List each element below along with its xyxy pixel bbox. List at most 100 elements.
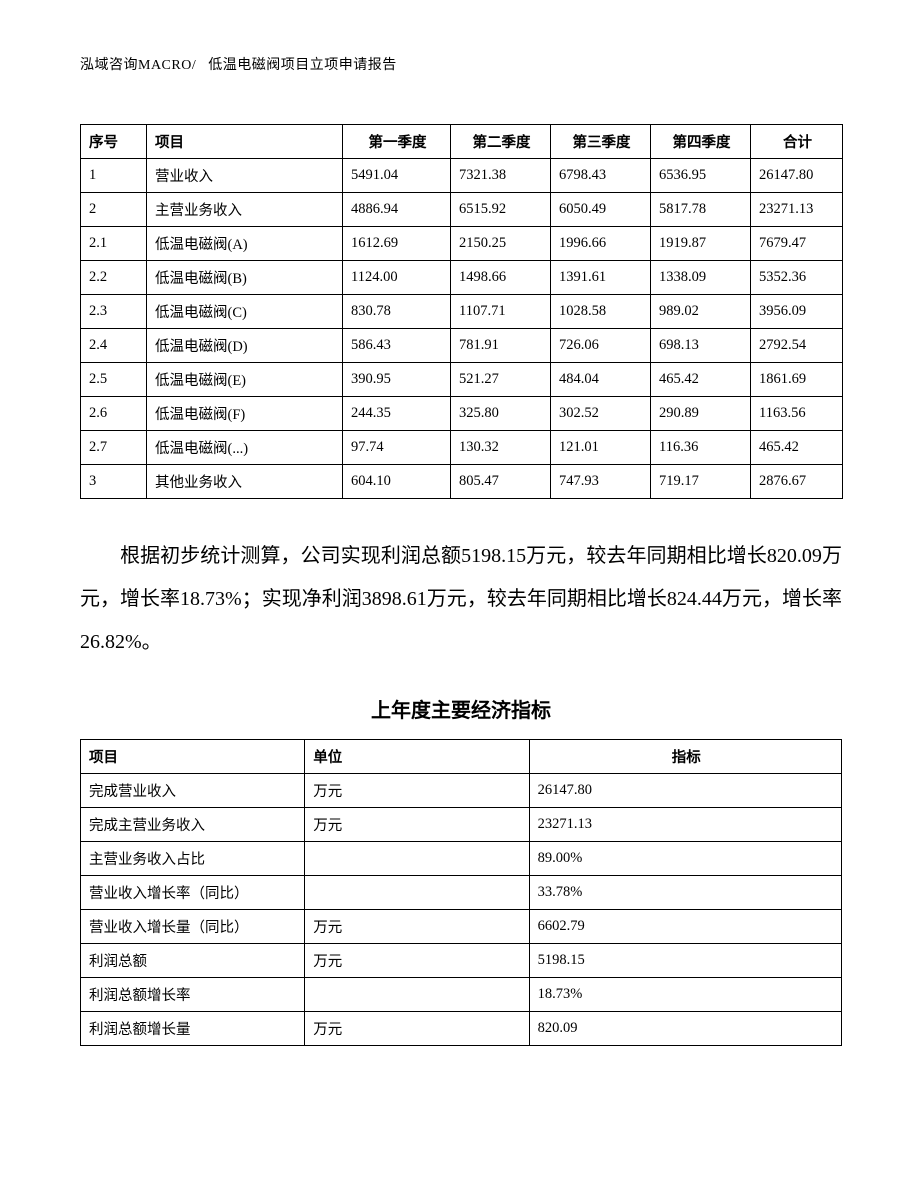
- table-cell: 营业收入增长量（同比）: [81, 910, 305, 944]
- table-cell: 完成营业收入: [81, 774, 305, 808]
- table-cell: 低温电磁阀(B): [147, 261, 343, 295]
- table-cell: 698.13: [651, 329, 751, 363]
- table-cell: 97.74: [343, 431, 451, 465]
- table-cell: 747.93: [551, 465, 651, 499]
- table-cell: 1391.61: [551, 261, 651, 295]
- table-cell: 586.43: [343, 329, 451, 363]
- table-cell: 4886.94: [343, 193, 451, 227]
- table-cell: 6798.43: [551, 159, 651, 193]
- table-cell: 3956.09: [751, 295, 843, 329]
- table-row: 完成营业收入万元26147.80: [81, 774, 842, 808]
- table-cell: 主营业务收入占比: [81, 842, 305, 876]
- table-row: 营业收入增长量（同比）万元6602.79: [81, 910, 842, 944]
- table-row: 1营业收入5491.047321.386798.436536.9526147.8…: [81, 159, 843, 193]
- table-cell: 万元: [305, 1012, 529, 1046]
- table-cell: 484.04: [551, 363, 651, 397]
- table-cell: 1612.69: [343, 227, 451, 261]
- table-cell: 万元: [305, 910, 529, 944]
- table-cell: 33.78%: [529, 876, 841, 910]
- col-item: 项目: [147, 125, 343, 159]
- table-row: 营业收入增长率（同比）33.78%: [81, 876, 842, 910]
- table-cell: 465.42: [751, 431, 843, 465]
- table-cell: 6602.79: [529, 910, 841, 944]
- table-cell: 521.27: [451, 363, 551, 397]
- summary-paragraph: 根据初步统计测算，公司实现利润总额5198.15万元，较去年同期相比增长820.…: [80, 535, 842, 664]
- table-row: 完成主营业务收入万元23271.13: [81, 808, 842, 842]
- table-cell: 390.95: [343, 363, 451, 397]
- table-cell: 18.73%: [529, 978, 841, 1012]
- table-cell: 1919.87: [651, 227, 751, 261]
- table-cell: 1124.00: [343, 261, 451, 295]
- table-cell: 1107.71: [451, 295, 551, 329]
- table-cell: 465.42: [651, 363, 751, 397]
- table-cell: 2.2: [81, 261, 147, 295]
- table-cell: 利润总额: [81, 944, 305, 978]
- table-cell: 23271.13: [751, 193, 843, 227]
- table-row: 利润总额万元5198.15: [81, 944, 842, 978]
- table-cell: 6050.49: [551, 193, 651, 227]
- col-q2: 第二季度: [451, 125, 551, 159]
- table-cell: 1163.56: [751, 397, 843, 431]
- table-cell: 利润总额增长率: [81, 978, 305, 1012]
- table-cell: 低温电磁阀(D): [147, 329, 343, 363]
- table-cell: 89.00%: [529, 842, 841, 876]
- table-cell: 1498.66: [451, 261, 551, 295]
- table-cell: [305, 842, 529, 876]
- table-cell: 830.78: [343, 295, 451, 329]
- header-org: 泓域咨询MACRO/: [80, 58, 196, 73]
- table-cell: 3: [81, 465, 147, 499]
- table-cell: [305, 876, 529, 910]
- table-cell: 302.52: [551, 397, 651, 431]
- table-cell: 2.6: [81, 397, 147, 431]
- table-cell: 2.1: [81, 227, 147, 261]
- table-cell: 989.02: [651, 295, 751, 329]
- col-q4: 第四季度: [651, 125, 751, 159]
- table-row: 2.4低温电磁阀(D)586.43781.91726.06698.132792.…: [81, 329, 843, 363]
- table-cell: 23271.13: [529, 808, 841, 842]
- table-cell: 5352.36: [751, 261, 843, 295]
- table-cell: 290.89: [651, 397, 751, 431]
- table-cell: 2876.67: [751, 465, 843, 499]
- table-cell: 726.06: [551, 329, 651, 363]
- table-row: 2.1低温电磁阀(A)1612.692150.251996.661919.877…: [81, 227, 843, 261]
- table-cell: 2: [81, 193, 147, 227]
- table-cell: 26147.80: [529, 774, 841, 808]
- table-cell: 万元: [305, 944, 529, 978]
- table2-title: 上年度主要经济指标: [80, 694, 842, 723]
- table-cell: 325.80: [451, 397, 551, 431]
- col-item: 项目: [81, 740, 305, 774]
- document-page: 泓域咨询MACRO/ 低温电磁阀项目立项申请报告 序号 项目 第一季度 第二季度…: [0, 0, 920, 1191]
- table-cell: 主营业务收入: [147, 193, 343, 227]
- table-cell: 5817.78: [651, 193, 751, 227]
- col-total: 合计: [751, 125, 843, 159]
- table-cell: 121.01: [551, 431, 651, 465]
- table-cell: 781.91: [451, 329, 551, 363]
- table-cell: 1996.66: [551, 227, 651, 261]
- table-cell: 7679.47: [751, 227, 843, 261]
- table-cell: 2792.54: [751, 329, 843, 363]
- table-cell: 低温电磁阀(...): [147, 431, 343, 465]
- table-cell: 7321.38: [451, 159, 551, 193]
- table-cell: 2.3: [81, 295, 147, 329]
- table-cell: 1: [81, 159, 147, 193]
- table-cell: 719.17: [651, 465, 751, 499]
- table-cell: 820.09: [529, 1012, 841, 1046]
- table2-body: 完成营业收入万元26147.80完成主营业务收入万元23271.13主营业务收入…: [81, 774, 842, 1046]
- table-cell: 5491.04: [343, 159, 451, 193]
- table-cell: 低温电磁阀(E): [147, 363, 343, 397]
- table-cell: 6536.95: [651, 159, 751, 193]
- table-cell: 2150.25: [451, 227, 551, 261]
- table-cell: 其他业务收入: [147, 465, 343, 499]
- table-header-row: 序号 项目 第一季度 第二季度 第三季度 第四季度 合计: [81, 125, 843, 159]
- table-row: 主营业务收入占比 89.00%: [81, 842, 842, 876]
- col-seq: 序号: [81, 125, 147, 159]
- table1-body: 1营业收入5491.047321.386798.436536.9526147.8…: [81, 159, 843, 499]
- table-cell: 低温电磁阀(C): [147, 295, 343, 329]
- table-cell: 2.5: [81, 363, 147, 397]
- table-row: 2.7低温电磁阀(...)97.74130.32121.01116.36465.…: [81, 431, 843, 465]
- table-row: 2主营业务收入4886.946515.926050.495817.7823271…: [81, 193, 843, 227]
- table-cell: 低温电磁阀(F): [147, 397, 343, 431]
- table-cell: 2.7: [81, 431, 147, 465]
- table-cell: 116.36: [651, 431, 751, 465]
- header-title: 低温电磁阀项目立项申请报告: [208, 58, 397, 73]
